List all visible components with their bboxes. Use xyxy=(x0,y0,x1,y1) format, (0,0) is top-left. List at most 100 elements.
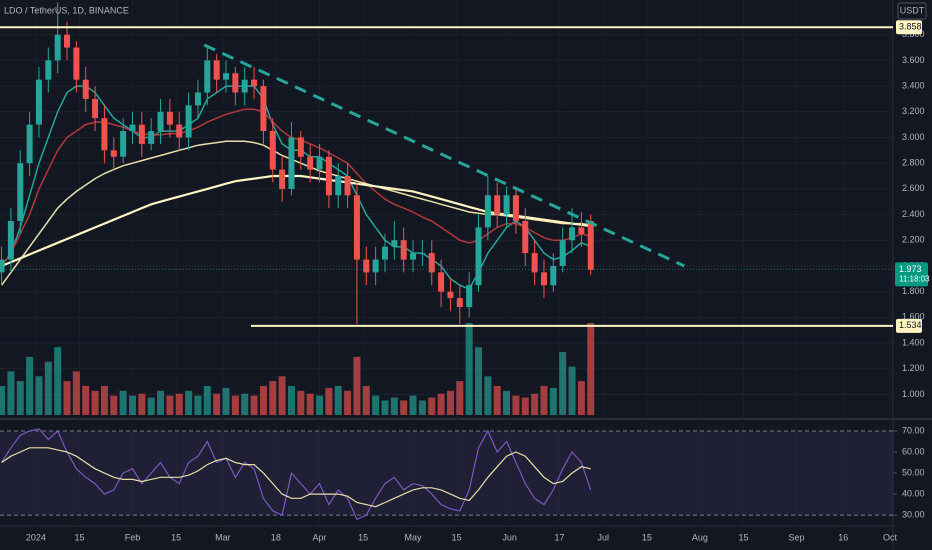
moving-average xyxy=(0,85,591,291)
candle-body xyxy=(73,47,80,80)
volume-bar xyxy=(166,395,174,415)
last-price-label: 1.973 xyxy=(899,264,922,274)
volume-bar xyxy=(531,393,539,415)
volume-bar xyxy=(16,381,24,415)
rsi-tick-label: 70.00 xyxy=(902,425,925,435)
volume-bar xyxy=(493,385,501,415)
y-tick-label: 2.600 xyxy=(902,183,925,193)
x-tick-label: Apr xyxy=(313,532,327,542)
volume-bar xyxy=(128,395,136,415)
volume-bar xyxy=(7,371,15,415)
x-tick-label: 15 xyxy=(171,532,181,542)
candle-body xyxy=(531,253,538,273)
candle-body xyxy=(466,285,473,308)
y-tick-label: 3.000 xyxy=(902,132,925,142)
volume-bar xyxy=(54,347,62,415)
candle-body xyxy=(251,79,258,87)
volume-bar xyxy=(231,395,239,415)
candle-body xyxy=(148,131,155,144)
volume-bar xyxy=(222,387,230,415)
volume-bar xyxy=(577,381,585,415)
candle-body xyxy=(578,227,585,234)
candle-body xyxy=(503,195,510,215)
plot: 1.0001.2001.4001.6001.8002.0002.2002.400… xyxy=(0,2,925,543)
x-tick-label: Jul xyxy=(597,532,609,542)
volume-bar xyxy=(278,376,286,415)
x-tick-label: 15 xyxy=(452,532,462,542)
volume-bar xyxy=(119,390,127,415)
volume-bar xyxy=(110,395,118,415)
volume-bar xyxy=(475,347,483,415)
volume-bar xyxy=(203,385,211,415)
candle-body xyxy=(447,291,454,299)
rsi-tick-label: 60.00 xyxy=(902,446,925,456)
candle-body xyxy=(325,156,332,196)
x-tick-label: 15 xyxy=(358,532,368,542)
volume-bar xyxy=(100,385,108,415)
candle-body xyxy=(269,131,276,170)
candle-body xyxy=(494,195,501,215)
volume-bar xyxy=(287,385,295,415)
rsi-tick-label: 50.00 xyxy=(902,467,925,477)
y-tick-label: 1.200 xyxy=(902,363,925,373)
candle-body xyxy=(381,246,388,260)
candle-body xyxy=(45,60,52,80)
rsi-tick-label: 40.00 xyxy=(902,488,925,498)
volume-bar xyxy=(418,400,426,415)
candle-body xyxy=(512,195,519,221)
volume-bar xyxy=(0,385,6,415)
level-label-bg xyxy=(896,318,922,333)
volume-bar xyxy=(409,395,417,415)
volume-bar xyxy=(26,356,34,415)
candle-body xyxy=(223,73,230,80)
candle-body xyxy=(129,124,136,132)
candle-body xyxy=(400,240,407,260)
volume-bar xyxy=(559,352,567,415)
candle-body xyxy=(0,259,5,273)
x-tick-label: 2024 xyxy=(26,532,46,542)
volume-bar xyxy=(138,393,146,415)
candle-body xyxy=(176,124,183,138)
candle-body xyxy=(64,34,71,48)
volume-bar xyxy=(446,390,454,415)
candle-body xyxy=(241,79,248,93)
moving-average xyxy=(0,108,591,267)
x-tick-label: Mar xyxy=(215,532,231,542)
moving-average xyxy=(1,174,591,268)
candle-body xyxy=(438,272,445,292)
candle-body xyxy=(391,240,398,247)
candle-body xyxy=(344,176,351,196)
volume-bar xyxy=(82,385,90,415)
candle-body xyxy=(279,169,286,189)
x-tick-label: Oct xyxy=(883,532,898,542)
candle-body xyxy=(120,131,127,157)
volume-bar xyxy=(297,390,305,415)
volume-bar xyxy=(521,397,529,415)
y-tick-label: 2.200 xyxy=(902,235,925,245)
x-tick-label: 17 xyxy=(555,532,565,542)
candle-body xyxy=(101,118,108,151)
volume-bar xyxy=(316,395,324,415)
candle-body xyxy=(232,73,239,93)
candle-body xyxy=(363,259,370,273)
candle-body xyxy=(110,150,117,157)
moving-average xyxy=(0,140,591,286)
x-tick-label: May xyxy=(405,532,423,542)
candle-body xyxy=(185,105,192,138)
volume-bar xyxy=(456,381,464,415)
y-tick-label: 1.000 xyxy=(902,389,925,399)
y-tick-label: 3.400 xyxy=(902,80,925,90)
candle-body xyxy=(54,34,61,61)
volume-bar xyxy=(269,381,277,415)
level-label-bg xyxy=(896,20,922,35)
volume-bar xyxy=(372,395,380,415)
candle-body xyxy=(82,79,89,99)
volume-bar xyxy=(334,385,342,415)
candle-body xyxy=(157,111,164,132)
volume-bar xyxy=(390,397,398,415)
volume-bar xyxy=(250,395,258,415)
volume-bar xyxy=(587,323,595,415)
y-tick-label: 1.800 xyxy=(902,286,925,296)
currency-box[interactable] xyxy=(897,2,927,20)
